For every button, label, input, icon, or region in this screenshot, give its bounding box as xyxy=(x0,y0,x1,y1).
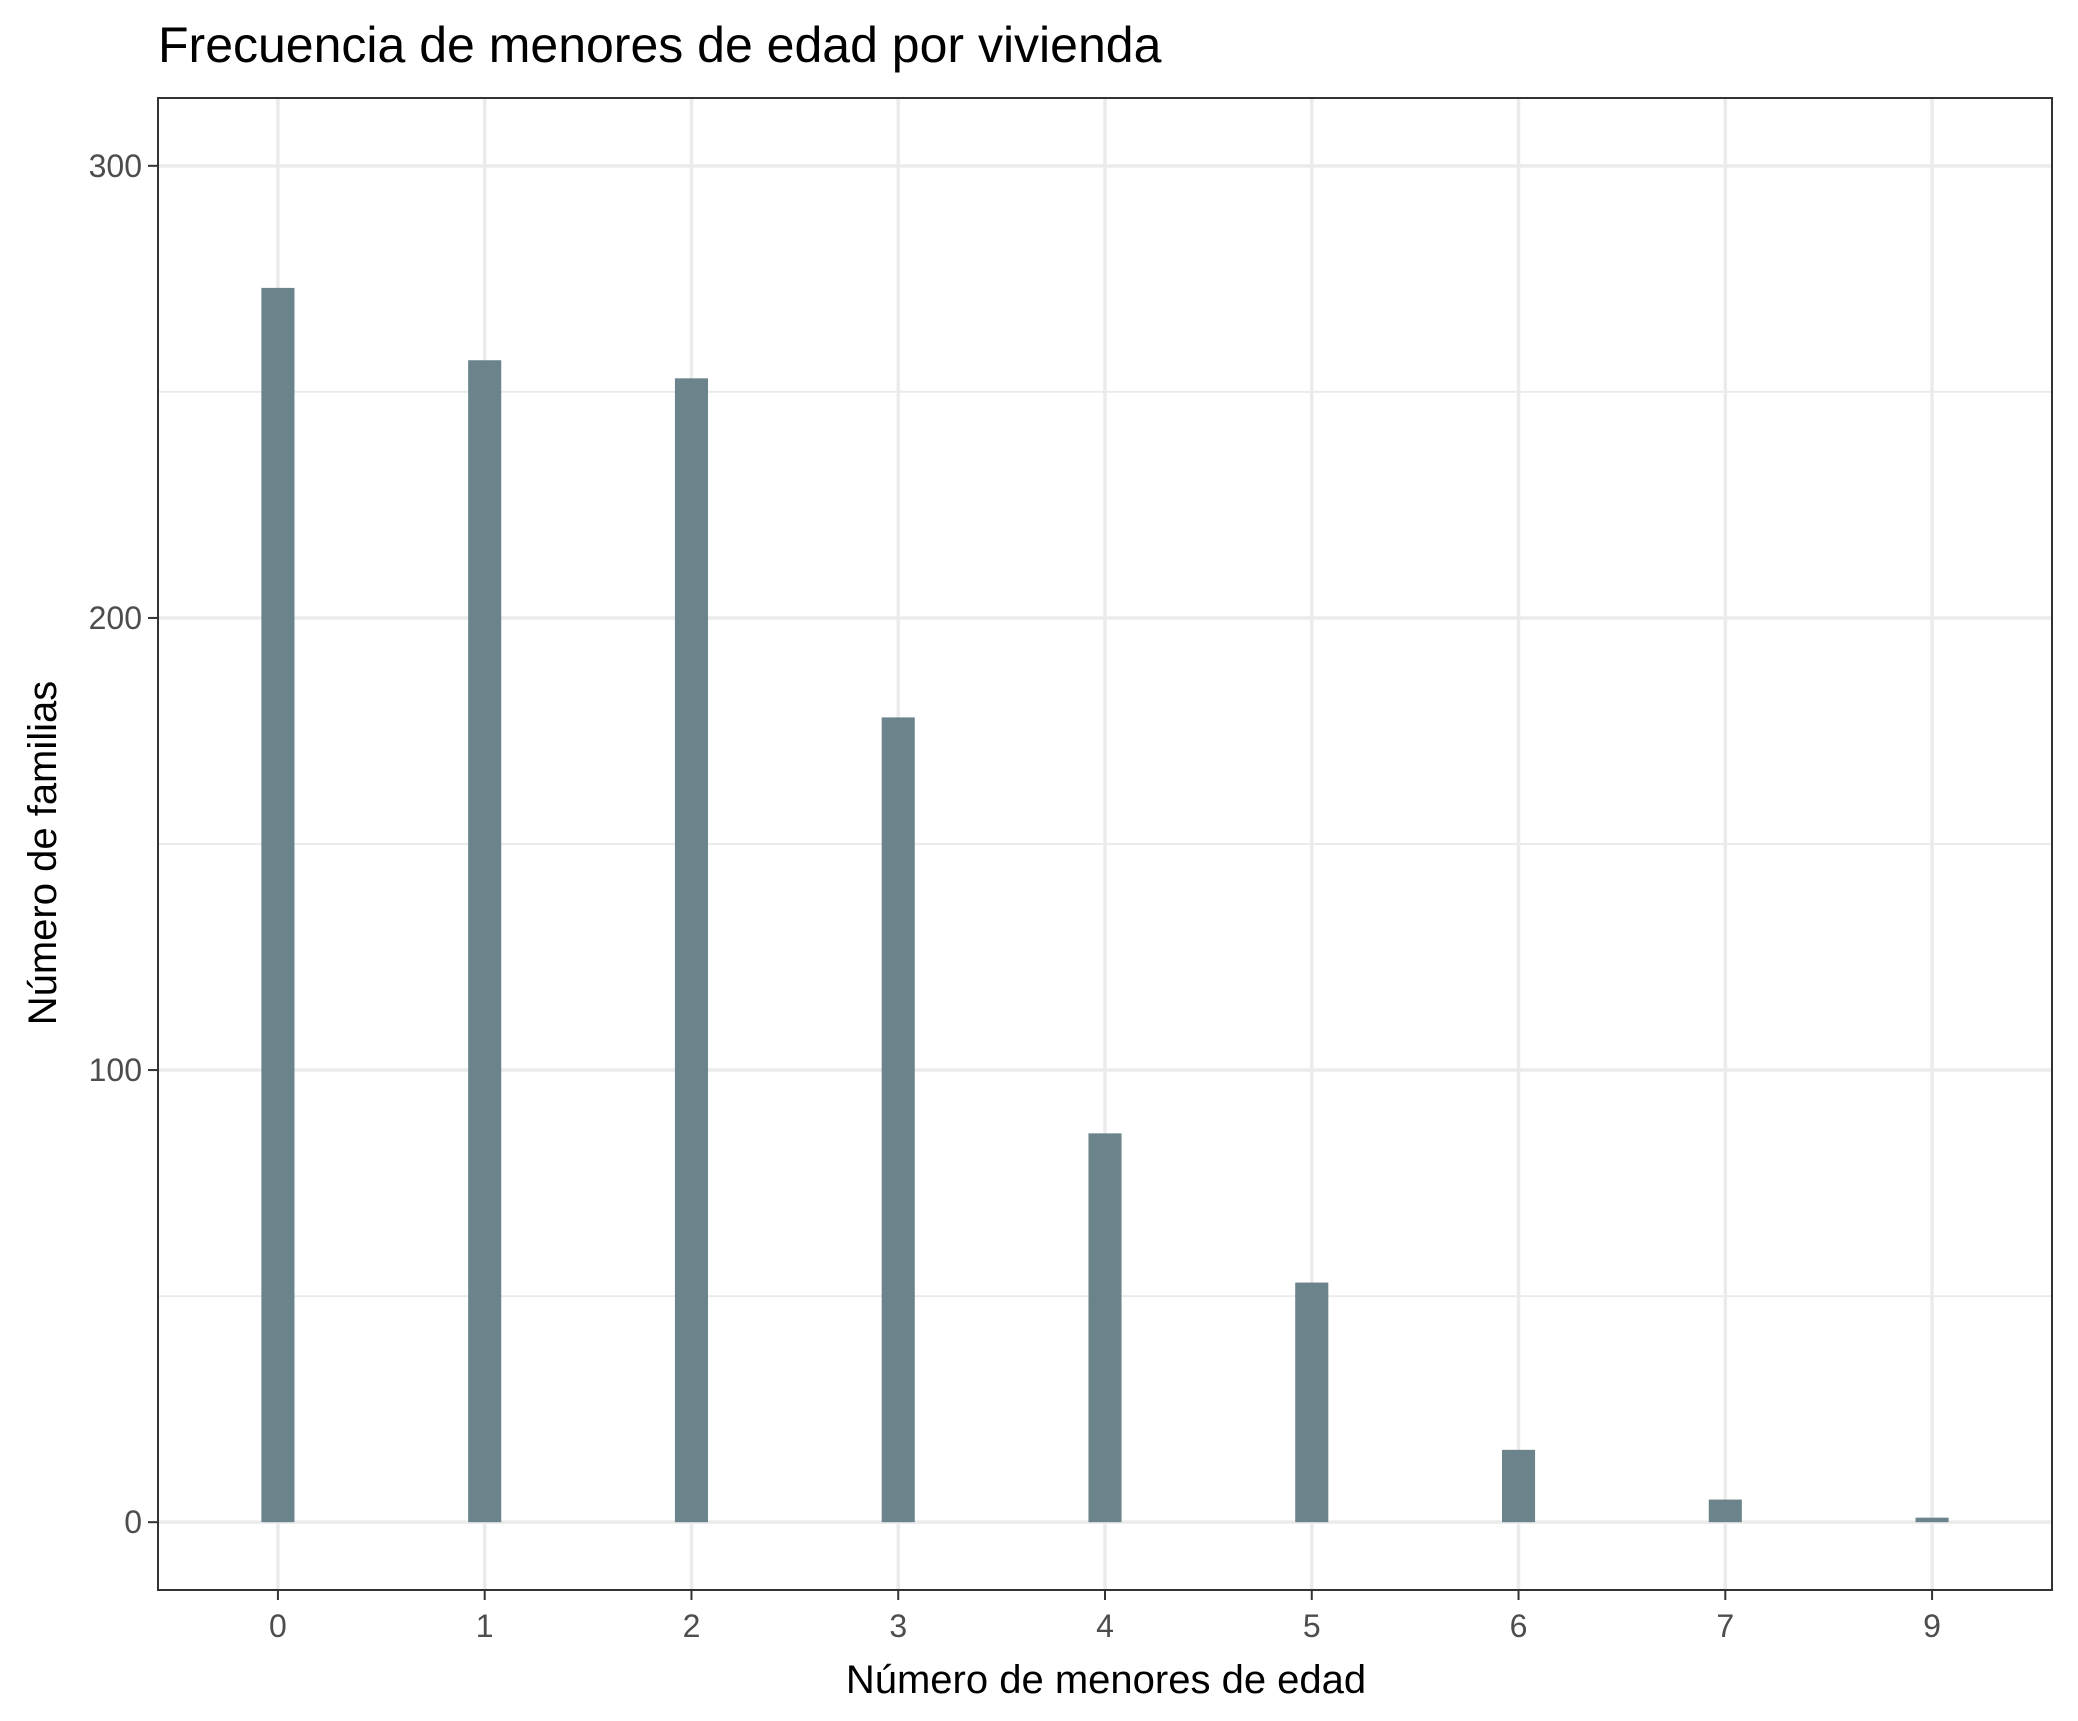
x-axis-ticks: 0 1 2 3 4 5 6 7 9 xyxy=(269,1590,1941,1644)
bar-0 xyxy=(261,287,295,1523)
bar-2 xyxy=(674,378,709,1523)
bar-5 xyxy=(1295,1282,1329,1523)
bar-1 xyxy=(468,360,502,1523)
x-tick-label: 5 xyxy=(1303,1608,1321,1644)
y-axis-title: Número de familias xyxy=(21,681,65,1026)
x-tick-label: 0 xyxy=(269,1608,287,1644)
bars xyxy=(261,287,1949,1523)
y-tick-label: 300 xyxy=(89,148,142,184)
chart-title: Frecuencia de menores de edad por vivien… xyxy=(158,17,1162,73)
x-tick-label: 1 xyxy=(476,1608,494,1644)
bar-6 xyxy=(1501,1449,1536,1523)
x-tick-label: 3 xyxy=(889,1608,907,1644)
bar-3 xyxy=(881,717,915,1523)
x-axis-title: Número de menores de edad xyxy=(846,1658,1366,1702)
y-axis-ticks: 0 100 200 300 xyxy=(89,148,158,1540)
x-tick-label: 9 xyxy=(1923,1608,1941,1644)
y-tick-label: 100 xyxy=(89,1052,142,1088)
y-tick-label: 200 xyxy=(89,600,142,636)
bar-7 xyxy=(1708,1499,1742,1523)
x-tick-label: 7 xyxy=(1716,1608,1734,1644)
bar-9 xyxy=(1915,1517,1949,1523)
y-tick-label: 0 xyxy=(124,1504,142,1540)
bar-4 xyxy=(1088,1133,1122,1523)
x-tick-label: 4 xyxy=(1096,1608,1114,1644)
x-tick-label: 2 xyxy=(683,1608,701,1644)
x-tick-label: 6 xyxy=(1510,1608,1528,1644)
